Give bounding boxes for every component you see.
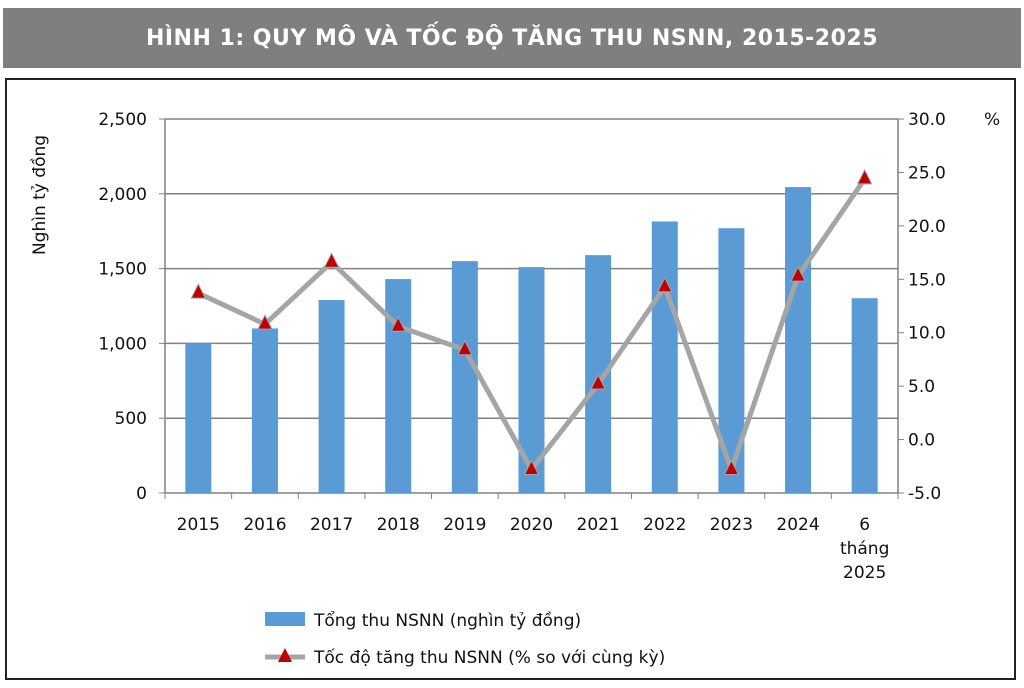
x-tick-label: 2021 xyxy=(577,515,620,535)
x-tick-label: 2018 xyxy=(377,515,420,535)
chart-title: HÌNH 1: QUY MÔ VÀ TỐC ĐỘ TĂNG THU NSNN, … xyxy=(3,8,1021,68)
y2-tick-label: 15.0 xyxy=(908,270,946,290)
x-tick-label: 2019 xyxy=(443,515,486,535)
legend-bar-label: Tổng thu NSNN (nghìn tỷ đồng) xyxy=(313,610,581,631)
triangle-marker xyxy=(590,373,606,390)
x-tick-label: 2020 xyxy=(510,515,553,535)
x-tick-label: 2025 xyxy=(843,563,886,583)
x-tick-label: 2023 xyxy=(710,515,753,535)
bar xyxy=(318,300,345,493)
bar xyxy=(718,228,745,493)
triangle-marker xyxy=(723,459,740,475)
x-tick-label: 6 xyxy=(859,515,870,535)
y2-tick-label: 25.0 xyxy=(908,163,946,183)
bar xyxy=(851,298,878,493)
bar xyxy=(385,279,412,493)
y-tick-label: 500 xyxy=(115,409,147,429)
y-tick-label: 1,500 xyxy=(98,260,147,280)
triangle-marker xyxy=(190,283,207,299)
x-tick-label: 2024 xyxy=(776,515,819,535)
x-tick-label: 2022 xyxy=(643,515,686,535)
bar xyxy=(251,328,278,493)
chart-frame xyxy=(5,78,1016,680)
y2-tick-label: -5.0 xyxy=(908,484,941,504)
y-tick-label: 2,000 xyxy=(98,185,147,205)
triangle-marker xyxy=(257,314,273,330)
legend-bar-swatch xyxy=(265,612,305,626)
y-tick-label: 2,500 xyxy=(98,110,147,130)
y2-axis-title: % xyxy=(984,110,1000,130)
triangle-marker xyxy=(856,168,873,185)
x-tick-label: 2015 xyxy=(177,515,220,535)
triangle-marker xyxy=(323,252,340,268)
triangle-marker xyxy=(390,316,407,332)
legend-line-label: Tốc độ tăng thu NSNN (% so với cùng kỳ) xyxy=(313,647,665,668)
triangle-marker xyxy=(457,339,473,356)
y2-tick-label: 30.0 xyxy=(908,110,946,130)
bar xyxy=(785,187,812,493)
bar xyxy=(651,221,678,493)
bar xyxy=(451,261,478,493)
triangle-marker xyxy=(523,459,540,475)
y2-tick-label: 20.0 xyxy=(908,217,946,237)
x-tick-label: tháng xyxy=(840,539,889,559)
y-tick-label: 1,000 xyxy=(98,334,147,354)
x-tick-label: 2017 xyxy=(310,515,353,535)
bar xyxy=(185,343,212,493)
y2-tick-label: 0.0 xyxy=(908,431,935,451)
y2-tick-label: 5.0 xyxy=(908,377,935,397)
triangle-marker xyxy=(790,265,806,282)
x-tick-label: 2016 xyxy=(243,515,286,535)
triangle-marker xyxy=(656,276,673,293)
y-tick-label: 0 xyxy=(136,484,147,504)
y-axis-title: Nghìn tỷ đồng xyxy=(29,135,50,255)
y2-tick-label: 10.0 xyxy=(908,324,946,344)
legend-triangle-icon xyxy=(278,648,292,662)
